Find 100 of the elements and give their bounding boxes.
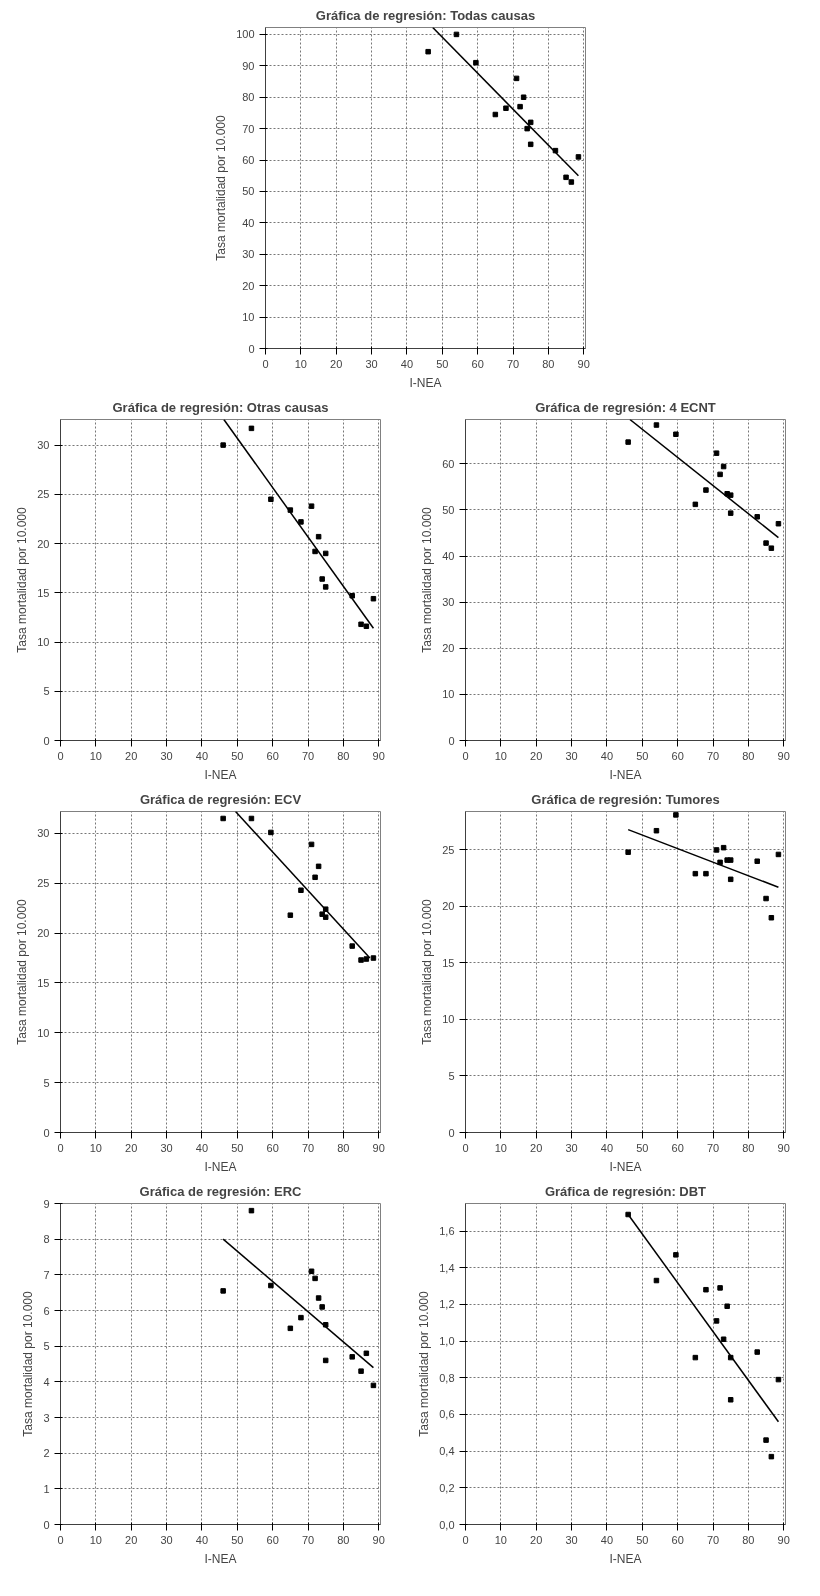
point [248, 425, 255, 432]
point [568, 179, 575, 185]
y-tick-label: 5 [43, 1076, 50, 1089]
x-tick-label: 40 [195, 749, 209, 762]
point [363, 1350, 370, 1357]
x-axis-title: I-NEA [609, 767, 642, 782]
point [763, 1437, 769, 1443]
point [220, 442, 226, 448]
point [724, 1303, 730, 1309]
point [322, 550, 329, 557]
point [370, 595, 377, 602]
x-tick-label: 20 [125, 1533, 138, 1546]
point [727, 1397, 734, 1403]
x-tick-label: 30 [160, 749, 173, 762]
x-tick-label: 0 [57, 749, 64, 762]
x-tick-label: 60 [471, 357, 484, 370]
y-tick-label: 90 [242, 59, 255, 72]
y-tick-label: 30 [37, 827, 50, 840]
point [692, 501, 699, 508]
point [727, 510, 734, 516]
y-tick-label: 40 [442, 550, 455, 563]
point [575, 154, 582, 160]
point [268, 829, 274, 836]
point [754, 858, 760, 864]
point [673, 431, 679, 438]
x-tick-label: 60 [671, 1141, 684, 1154]
point [308, 1268, 315, 1275]
x-tick-label: 40 [600, 749, 614, 762]
x-tick-label: 30 [565, 1533, 578, 1546]
point [322, 1322, 329, 1328]
y-tick-label: 10 [442, 1013, 455, 1026]
point [653, 827, 660, 834]
point [717, 471, 723, 478]
y-tick-label: 100 [236, 28, 255, 41]
x-tick-label: 10 [494, 1533, 507, 1546]
point [349, 593, 355, 599]
y-axis-title: Tasa mortalidad por 10.000 [420, 898, 435, 1045]
x-axis-title: I-NEA [409, 375, 442, 390]
point [713, 450, 720, 456]
y-tick-label: 60 [242, 154, 255, 167]
x-tick-label: 80 [337, 749, 350, 762]
x-tick-label: 50 [231, 1533, 244, 1546]
x-tick-label: 0 [262, 357, 269, 370]
y-tick-label: 25 [442, 843, 455, 856]
x-tick-label: 90 [577, 357, 590, 370]
y-axis-title: Tasa mortalidad por 10.000 [417, 1290, 432, 1437]
point [268, 496, 274, 503]
x-tick-label: 10 [89, 1141, 102, 1154]
point [312, 548, 318, 555]
point [768, 915, 775, 921]
x-tick-label: 90 [777, 749, 790, 762]
y-tick-label: 20 [242, 279, 255, 292]
x-tick-label: 20 [125, 749, 138, 762]
point [775, 520, 782, 527]
point [727, 876, 734, 883]
y-tick-label: 0,8 [439, 1371, 455, 1384]
point [363, 623, 370, 630]
point [315, 533, 322, 540]
chart-title: Gráfica de regresión: 4 ECNT [535, 399, 716, 415]
point [322, 914, 329, 920]
y-axis-title: Tasa mortalidad por 10.000 [21, 1290, 36, 1437]
point [473, 59, 479, 66]
x-tick-label: 70 [706, 1141, 720, 1154]
y-tick-label: 7 [43, 1268, 50, 1281]
y-tick-label: 20 [37, 537, 50, 550]
point [763, 540, 769, 546]
x-tick-label: 70 [301, 1141, 315, 1154]
y-tick-label: 20 [37, 927, 50, 940]
point [673, 812, 679, 818]
point [358, 957, 364, 963]
x-tick-label: 50 [231, 749, 244, 762]
x-tick-label: 20 [125, 1141, 138, 1154]
x-axis-title: I-NEA [204, 767, 237, 782]
point [287, 1325, 294, 1332]
y-tick-label: 15 [37, 586, 50, 599]
x-axis-title: I-NEA [204, 1551, 237, 1566]
chart-title: Gráfica de regresión: DBT [544, 1183, 707, 1199]
x-tick-label: 60 [671, 749, 684, 762]
y-axis-title: Tasa mortalidad por 10.000 [214, 114, 229, 261]
y-tick-label: 0 [43, 1518, 50, 1531]
y-tick-label: 0,4 [439, 1445, 455, 1458]
chart-title: Gráfica de regresión: ECV [139, 791, 302, 807]
y-tick-label: 5 [43, 1340, 50, 1353]
y-tick-label: 50 [442, 503, 455, 516]
point [319, 1304, 325, 1310]
point [287, 912, 294, 918]
point [625, 849, 631, 855]
point [322, 584, 329, 590]
x-tick-label: 30 [565, 749, 578, 762]
y-tick-label: 0,6 [439, 1408, 455, 1421]
point [322, 1357, 329, 1364]
x-tick-label: 20 [530, 1141, 543, 1154]
x-tick-label: 80 [742, 1141, 755, 1154]
x-tick-label: 70 [301, 749, 315, 762]
y-tick-label: 30 [37, 439, 50, 452]
point [720, 463, 727, 470]
chart-title: Gráfica de regresión: ERC [139, 1183, 303, 1199]
x-tick-label: 80 [742, 1533, 755, 1546]
point [298, 887, 304, 893]
point [370, 955, 377, 961]
